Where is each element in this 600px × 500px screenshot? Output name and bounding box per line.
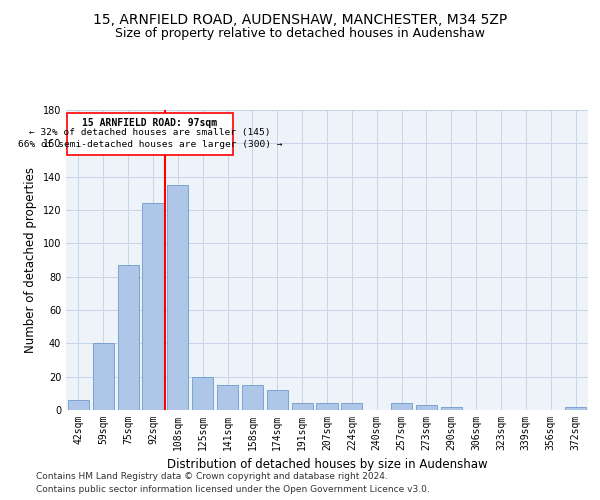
Bar (217, 385, 238, 410)
Bar (68, 400, 89, 410)
Bar (118, 265, 139, 410)
Bar (67, 114, 233, 155)
Bar (565, 406, 586, 410)
Text: Contains public sector information licensed under the Open Government Licence v3: Contains public sector information licen… (36, 485, 430, 494)
Text: Size of property relative to detached houses in Audenshaw: Size of property relative to detached ho… (115, 28, 485, 40)
X-axis label: Distribution of detached houses by size in Audenshaw: Distribution of detached houses by size … (167, 458, 487, 471)
Y-axis label: Number of detached properties: Number of detached properties (24, 167, 37, 353)
Bar (341, 404, 362, 410)
Bar (192, 376, 213, 410)
Bar (441, 406, 462, 410)
Text: 15, ARNFIELD ROAD, AUDENSHAW, MANCHESTER, M34 5ZP: 15, ARNFIELD ROAD, AUDENSHAW, MANCHESTER… (93, 12, 507, 26)
Text: 66% of semi-detached houses are larger (300) →: 66% of semi-detached houses are larger (… (17, 140, 282, 149)
Bar (292, 404, 313, 410)
Bar (167, 185, 188, 410)
Bar (316, 404, 338, 410)
Bar (142, 204, 164, 410)
Bar (391, 404, 412, 410)
Bar (416, 405, 437, 410)
Text: ← 32% of detached houses are smaller (145): ← 32% of detached houses are smaller (14… (29, 128, 271, 138)
Text: 15 ARNFIELD ROAD: 97sqm: 15 ARNFIELD ROAD: 97sqm (82, 118, 217, 128)
Bar (93, 344, 114, 410)
Text: Contains HM Land Registry data © Crown copyright and database right 2024.: Contains HM Land Registry data © Crown c… (36, 472, 388, 481)
Bar (242, 385, 263, 410)
Bar (267, 390, 288, 410)
